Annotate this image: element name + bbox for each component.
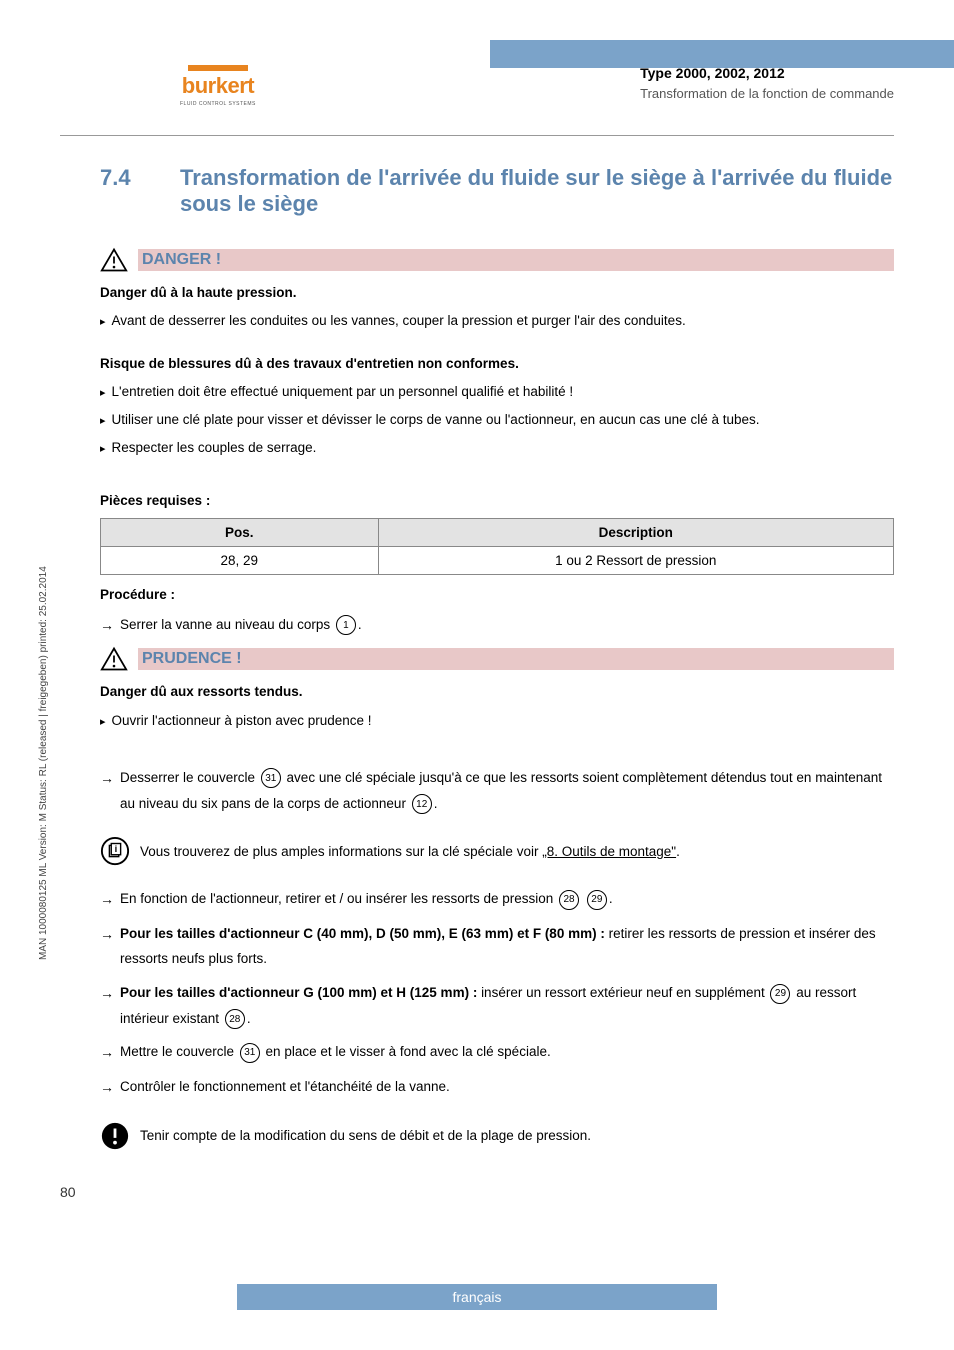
danger-subtitle-2: Risque de blessures dû à des travaux d'e…: [100, 356, 519, 371]
arrow-icon: →: [100, 1039, 114, 1066]
prudence-body: Danger dû aux ressorts tendus. Ouvrir l'…: [100, 672, 894, 745]
note-text: Tenir compte de la modification du sens …: [140, 1128, 591, 1143]
footer-language: français: [237, 1284, 717, 1310]
arrow-icon: →: [100, 1074, 114, 1101]
step-1: → Serrer la vanne au niveau du corps 1.: [100, 612, 894, 639]
step-3: → En fonction de l'actionneur, retirer e…: [100, 886, 894, 913]
arrow-icon: →: [100, 921, 114, 948]
table-header-row: Pos. Description: [101, 518, 894, 546]
type-label: Type 2000, 2002, 2012: [640, 65, 894, 81]
procedure-title: Procédure :: [100, 587, 894, 602]
header-subtitle: Transformation de la fonction de command…: [640, 85, 894, 103]
section-number: 7.4: [100, 165, 180, 217]
danger-bullet-3: Utiliser une clé plate pour visser et dé…: [100, 408, 894, 432]
cell-pos: 28, 29: [101, 546, 379, 574]
table-row: 28, 29 1 ou 2 Ressort de pression: [101, 546, 894, 574]
ref-1: 1: [336, 615, 356, 635]
section-heading: 7.4 Transformation de l'arrivée du fluid…: [100, 165, 894, 217]
section-title-text: Transformation de l'arrivée du fluide su…: [180, 165, 894, 217]
prudence-subtitle: Danger dû aux ressorts tendus.: [100, 684, 303, 699]
danger-label: DANGER !: [142, 251, 221, 269]
step-6: → Mettre le couvercle 31 en place et le …: [100, 1039, 894, 1066]
prudence-alert: PRUDENCE ! Danger dû aux ressorts tendus…: [100, 646, 894, 745]
required-parts-table: Pos. Description 28, 29 1 ou 2 Ressort d…: [100, 518, 894, 575]
ref-28: 28: [559, 890, 579, 910]
cell-desc: 1 ou 2 Ressort de pression: [378, 546, 893, 574]
step-5: → Pour les tailles d'actionneur G (100 m…: [100, 980, 894, 1031]
col-pos: Pos.: [101, 518, 379, 546]
prudence-bullet: Ouvrir l'actionneur à piston avec pruden…: [100, 709, 894, 733]
danger-subtitle-1: Danger dû à la haute pression.: [100, 285, 297, 300]
ref-28: 28: [225, 1009, 245, 1029]
danger-alert: DANGER ! Danger dû à la haute pression. …: [100, 247, 894, 473]
brand-logo: burkert FLUID CONTROL SYSTEMS: [180, 65, 256, 107]
exclamation-icon: [100, 1121, 130, 1151]
prudence-label: PRUDENCE !: [142, 650, 242, 668]
step-2: → Desserrer le couvercle 31 avec une clé…: [100, 765, 894, 816]
warning-icon: [100, 247, 128, 273]
tools-link[interactable]: „8. Outils de montage": [542, 844, 676, 859]
ref-12: 12: [412, 794, 432, 814]
arrow-icon: →: [100, 765, 114, 792]
header-rule: [60, 135, 894, 136]
col-desc: Description: [378, 518, 893, 546]
danger-bullet-2: L'entretien doit être effectué uniquemen…: [100, 380, 894, 404]
danger-bullet-1: Avant de desserrer les conduites ou les …: [100, 309, 894, 333]
danger-bullet-4: Respecter les couples de serrage.: [100, 436, 894, 460]
prudence-header: PRUDENCE !: [100, 646, 894, 672]
info-icon: i: [100, 836, 130, 866]
ref-29: 29: [587, 890, 607, 910]
ref-29: 29: [770, 984, 790, 1004]
danger-body: Danger dû à la haute pression. Avant de …: [100, 273, 894, 473]
sidebar-metadata: MAN 1000080125 ML Version: M Status: RL …: [38, 566, 49, 960]
main-content: 7.4 Transformation de l'arrivée du fluid…: [100, 165, 894, 1171]
page-header: burkert FLUID CONTROL SYSTEMS Type 2000,…: [0, 65, 954, 107]
danger-header: DANGER !: [100, 247, 894, 273]
arrow-icon: →: [100, 612, 114, 639]
header-right: Type 2000, 2002, 2012 Transformation de …: [640, 65, 894, 103]
svg-text:i: i: [115, 844, 118, 854]
logo-text: burkert: [180, 73, 256, 99]
arrow-icon: →: [100, 886, 114, 913]
top-blue-banner: [490, 40, 954, 68]
step-4: → Pour les tailles d'actionneur C (40 mm…: [100, 921, 894, 972]
page-number: 80: [60, 1184, 76, 1200]
pieces-title: Pièces requises :: [100, 493, 894, 508]
important-note: Tenir compte de la modification du sens …: [100, 1121, 894, 1151]
ref-31: 31: [261, 768, 281, 788]
arrow-icon: →: [100, 980, 114, 1007]
info-note: i Vous trouverez de plus amples informat…: [100, 836, 894, 866]
ref-31: 31: [240, 1043, 260, 1063]
warning-icon: [100, 646, 128, 672]
logo-subtitle: FLUID CONTROL SYSTEMS: [180, 101, 256, 107]
step-7: → Contrôler le fonctionnement et l'étanc…: [100, 1074, 894, 1101]
